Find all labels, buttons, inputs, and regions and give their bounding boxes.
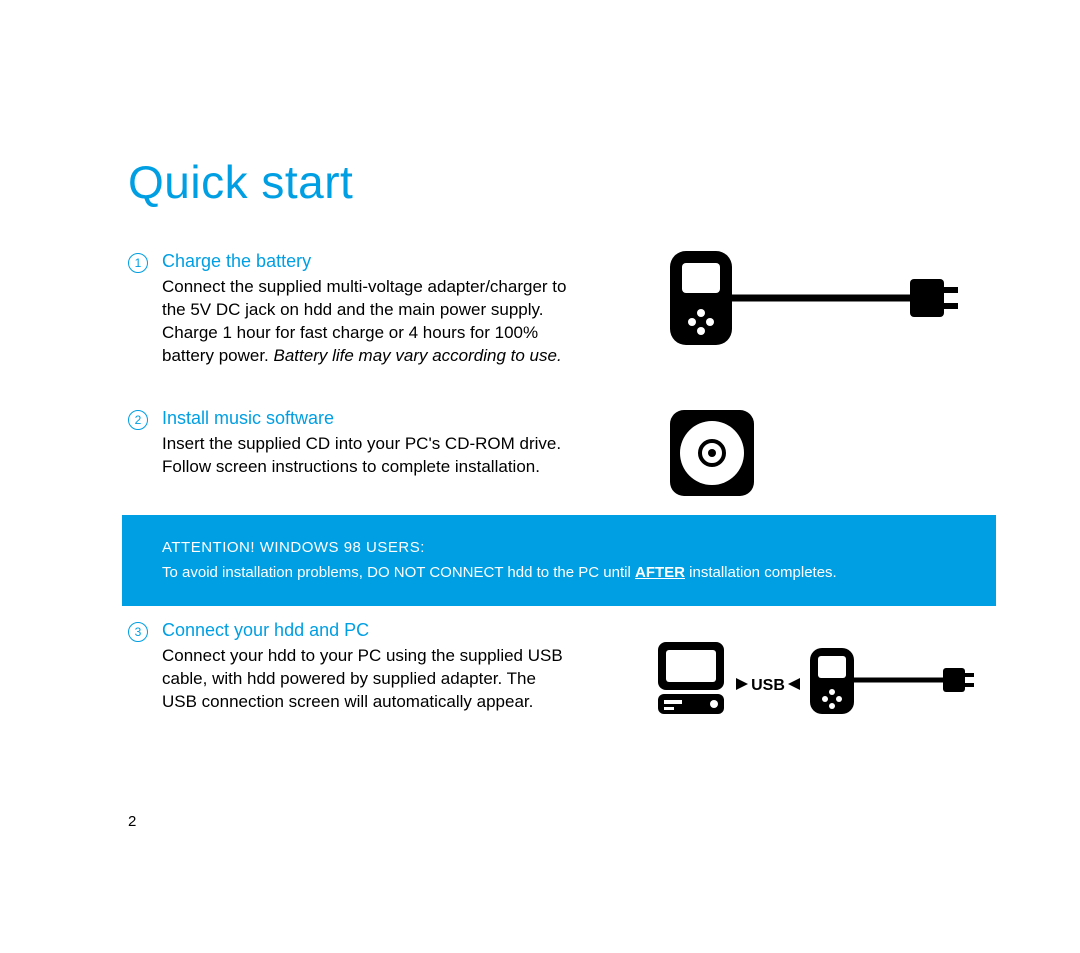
attention-title: ATTENTION! WINDOWS 98 USERS: (162, 537, 972, 559)
step-2-number: 2 (128, 408, 162, 479)
step-1-body: Connect the supplied multi-voltage adapt… (162, 276, 572, 368)
step-3: 3 Connect your hdd and PC Connect your h… (128, 620, 990, 714)
step-2: 2 Install music software Insert the supp… (128, 408, 990, 479)
attention-body: To avoid installation problems, DO NOT C… (162, 562, 972, 584)
step-3-title: Connect your hdd and PC (162, 620, 572, 641)
attention-body-bold: AFTER (635, 564, 685, 581)
device-with-plug-icon (660, 243, 970, 358)
usb-label: USB (751, 677, 785, 694)
pc-usb-device-plug-icon: USB (658, 640, 978, 727)
attention-body-b: installation completes. (685, 564, 837, 581)
page-title: Quick start (128, 155, 990, 209)
step-1-number: 1 (128, 251, 162, 368)
attention-callout: ATTENTION! WINDOWS 98 USERS: To avoid in… (122, 515, 996, 607)
step-3-number: 3 (128, 620, 162, 714)
step-1: 1 Charge the battery Connect the supplie… (128, 251, 990, 368)
circled-number-2: 2 (128, 410, 148, 430)
step-2-title: Install music software (162, 408, 572, 429)
page-number: 2 (128, 813, 136, 830)
attention-body-a: To avoid installation problems, DO NOT C… (162, 564, 635, 581)
step-3-body: Connect your hdd to your PC using the su… (162, 645, 572, 714)
step-1-body-italic: Battery life may vary according to use. (274, 346, 562, 365)
cd-in-tray-icon (664, 404, 760, 509)
step-1-title: Charge the battery (162, 251, 572, 272)
step-2-body: Insert the supplied CD into your PC's CD… (162, 433, 572, 479)
circled-number-3: 3 (128, 622, 148, 642)
circled-number-1: 1 (128, 253, 148, 273)
